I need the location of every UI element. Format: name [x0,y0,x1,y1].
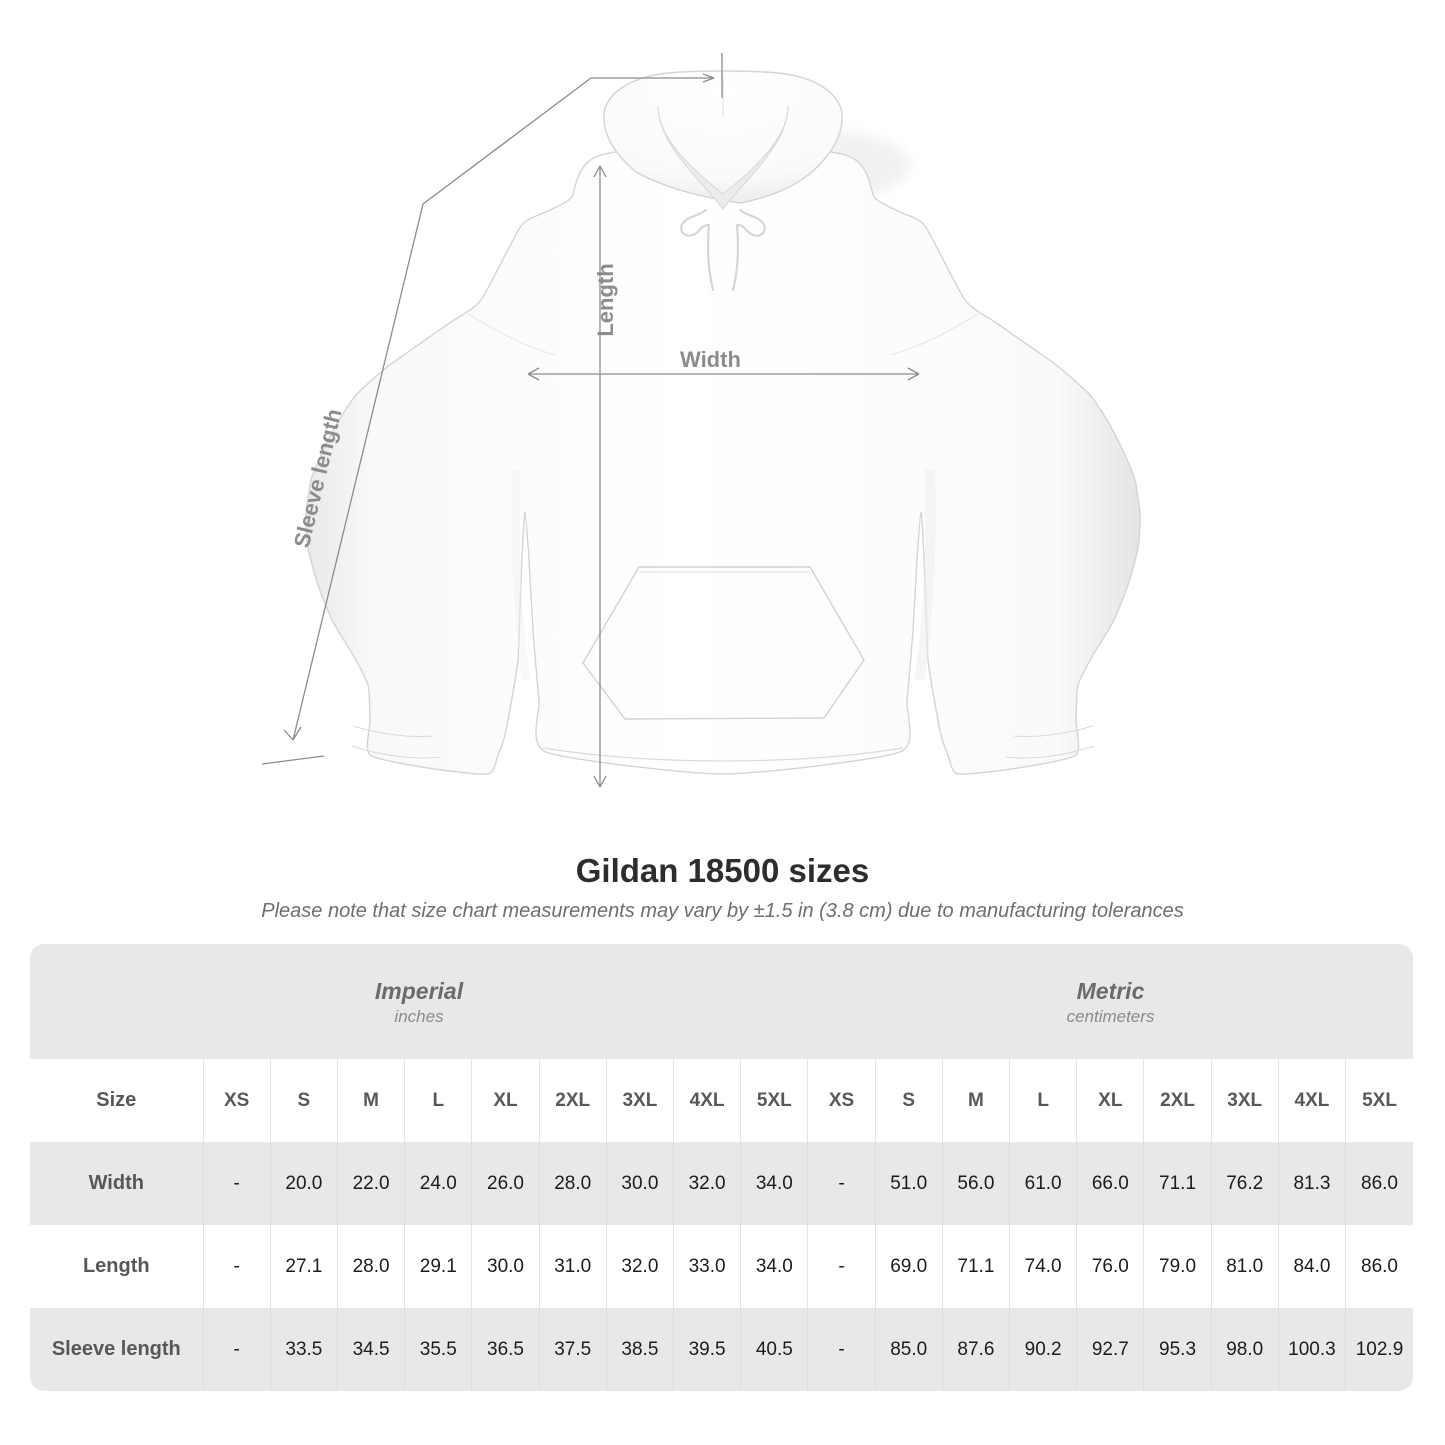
svg-text:Width: Width [680,347,741,372]
svg-text:Length: Length [593,263,618,336]
